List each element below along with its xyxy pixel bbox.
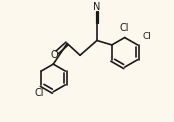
Text: Cl: Cl [120, 23, 129, 33]
Text: Cl: Cl [143, 32, 151, 41]
Text: Cl: Cl [35, 88, 44, 98]
Text: O: O [50, 50, 58, 60]
Text: N: N [93, 2, 101, 12]
